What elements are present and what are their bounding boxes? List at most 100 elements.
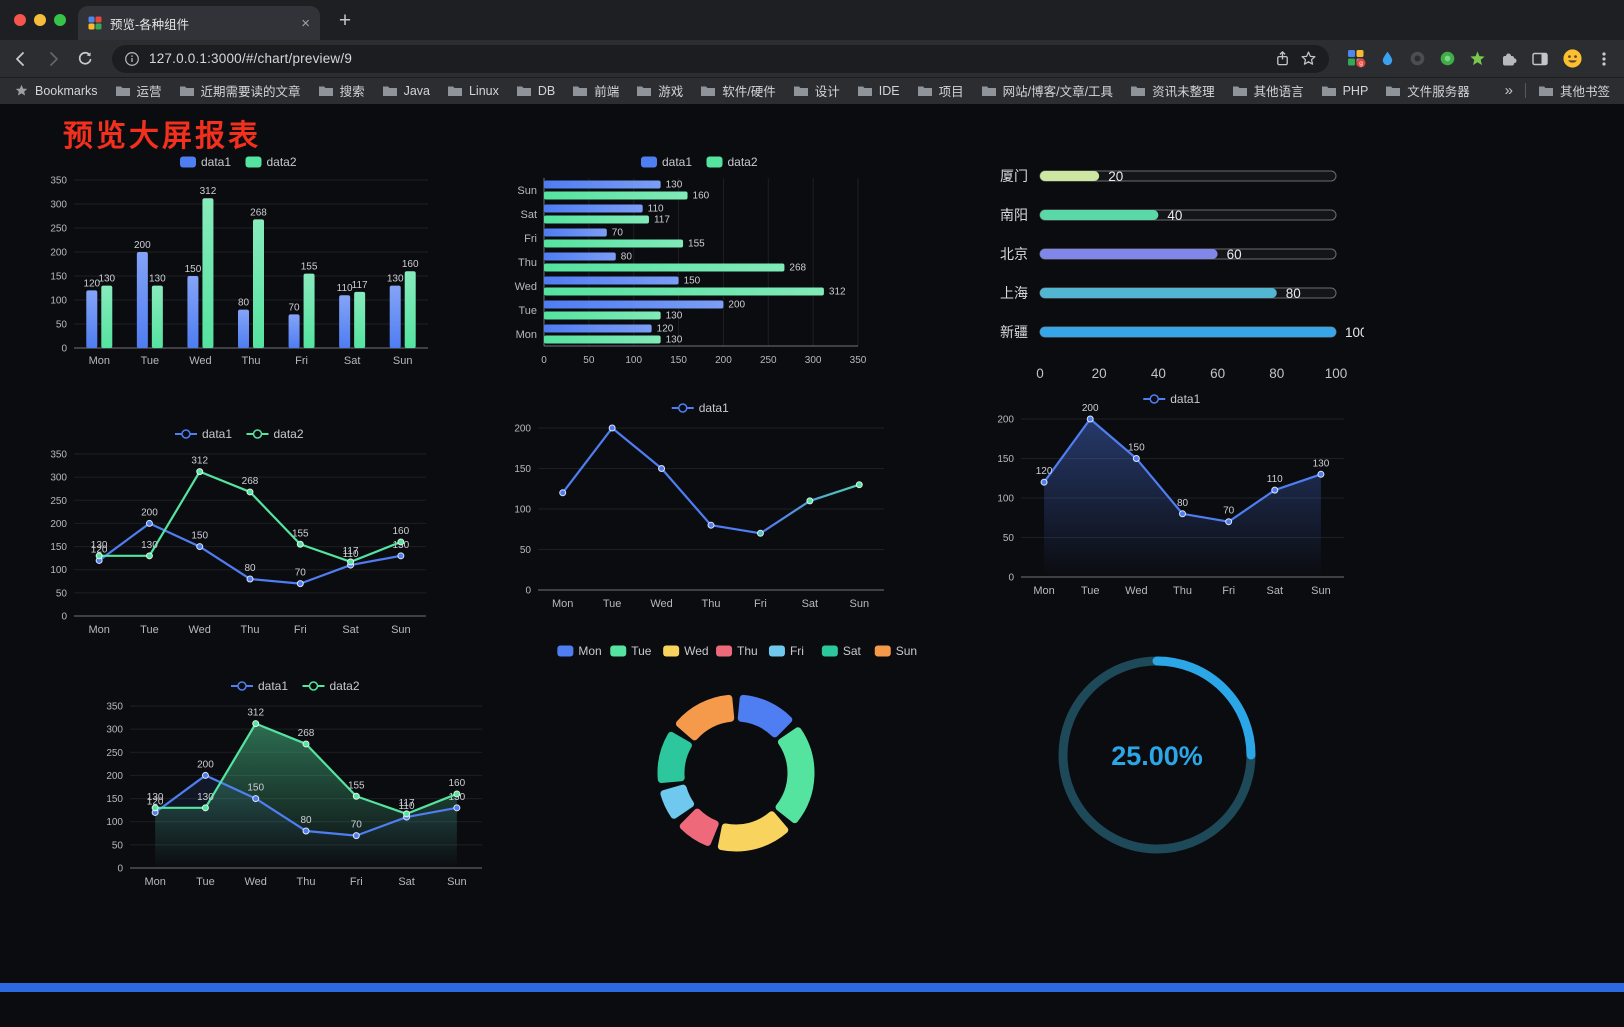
folder-icon (573, 86, 588, 96)
bookmark-folder[interactable]: Java (382, 84, 430, 98)
dark-sphere-extension-icon[interactable] (1409, 50, 1426, 67)
bookmark-star-icon[interactable] (1300, 50, 1317, 67)
svg-text:新疆: 新疆 (1000, 324, 1028, 340)
svg-text:130: 130 (1313, 458, 1330, 469)
svg-text:Tue: Tue (631, 644, 652, 658)
bookmark-folder[interactable]: 资讯未整理 (1130, 81, 1215, 100)
bookmarks-root[interactable]: Bookmarks (14, 83, 98, 98)
chart-line-two-series[interactable]: data1 data2 0 50 100 150 200 250 300 350 Mon Tue Wed… (38, 420, 442, 654)
back-button[interactable] (12, 50, 30, 68)
site-info-icon[interactable] (124, 51, 140, 67)
tab-title: 预览-各种组件 (110, 17, 190, 32)
extensions-area: g (1347, 48, 1612, 69)
svg-text:Fri: Fri (295, 355, 308, 367)
svg-text:50: 50 (56, 588, 68, 599)
green-circle-extension-icon[interactable] (1439, 50, 1456, 67)
minimize-window-button[interactable] (34, 14, 46, 26)
bookmark-folder-label: 前端 (594, 85, 620, 99)
svg-text:Mon: Mon (552, 598, 573, 610)
bookmarks-overflow-chevron[interactable]: » (1504, 82, 1513, 99)
other-bookmarks[interactable]: 其他书签 (1538, 81, 1610, 100)
svg-text:Sat: Sat (520, 209, 537, 221)
bookmark-folder[interactable]: 网站/博客/文章/工具 (981, 81, 1113, 100)
bookmark-folder[interactable]: 前端 (572, 81, 619, 100)
bookmark-folder[interactable]: 软件/硬件 (700, 81, 776, 100)
bookmark-folder[interactable]: 近期需要读的文章 (179, 81, 301, 100)
chart-donut[interactable]: Mon Tue Wed Thu Fri Sat Sun (545, 637, 927, 885)
bookmark-folder[interactable]: 搜索 (318, 81, 365, 100)
bookmark-folder[interactable]: Linux (447, 84, 499, 98)
svg-text:155: 155 (301, 262, 318, 273)
close-window-button[interactable] (14, 14, 26, 26)
address-bar[interactable]: 127.0.0.1:3000/#/chart/preview/9 (112, 44, 1329, 73)
svg-text:Thu: Thu (242, 355, 261, 367)
svg-text:50: 50 (520, 545, 532, 556)
bookmark-folder-label: 软件/硬件 (722, 85, 776, 99)
chart-progress-bars[interactable]: 厦门 20 南阳 40 北京 60 上海 80 新疆 100 0 20 40 60 80 100 (992, 154, 1364, 392)
svg-text:Wed: Wed (515, 281, 537, 293)
folder-icon (516, 86, 531, 96)
bookmarks-folders: 运营 近期需要读的文章 搜索 Java Linux DB 前端 游戏 软件/硬件 设计 IDE 项目 网… (115, 81, 1470, 100)
svg-text:Wed: Wed (189, 355, 211, 367)
colorful-grid-extension-icon[interactable]: g (1347, 49, 1366, 68)
forward-button[interactable] (44, 50, 62, 68)
svg-text:60: 60 (1210, 366, 1225, 381)
reload-button[interactable] (76, 50, 94, 68)
svg-text:120: 120 (91, 544, 108, 555)
svg-text:150: 150 (684, 276, 701, 287)
folder-icon (701, 86, 716, 96)
svg-text:100: 100 (625, 355, 642, 366)
chart-grouped-bar[interactable]: data1 data2 0 50 100 150 200 250 300 350 Mon 120 130… (38, 148, 440, 378)
svg-text:Thu: Thu (518, 257, 537, 269)
svg-text:70: 70 (295, 568, 307, 579)
bookmark-folder[interactable]: IDE (857, 84, 900, 98)
chart-area-two-series[interactable]: data1 data2 0 50 100 150 200 250 300 350 Mon Tue Wed… (94, 672, 498, 906)
menu-kebab-icon[interactable] (1596, 50, 1612, 68)
puzzle-extensions-icon[interactable] (1499, 49, 1518, 68)
svg-text:150: 150 (106, 794, 123, 805)
svg-text:120: 120 (83, 278, 100, 289)
bookmark-folder[interactable]: 设计 (793, 81, 840, 100)
footer-bar (0, 983, 1624, 992)
chart-gauge[interactable]: 25.00% (1040, 647, 1276, 875)
chart-area-single[interactable]: data1 0 50 100 150 200 Mon Tue Wed Thu Fri Sat Sun 12… (985, 385, 1360, 615)
bookmark-folder[interactable]: 其他语言 (1232, 81, 1304, 100)
green-star-extension-icon[interactable] (1469, 50, 1486, 67)
svg-text:312: 312 (247, 708, 264, 719)
bookmark-folder[interactable]: 运营 (115, 81, 162, 100)
svg-text:100: 100 (50, 565, 67, 576)
new-tab-button[interactable]: + (338, 9, 352, 32)
bookmark-folder[interactable]: PHP (1321, 84, 1368, 98)
bookmark-folder[interactable]: DB (516, 84, 555, 98)
url-text: 127.0.0.1:3000/#/chart/preview/9 (149, 51, 353, 66)
bookmark-folder[interactable]: 文件服务器 (1385, 81, 1470, 100)
side-panel-extension-icon[interactable] (1531, 50, 1549, 68)
page-title: 预览大屏报表 (63, 120, 261, 153)
svg-text:80: 80 (238, 298, 250, 309)
tab-close-icon[interactable]: × (301, 14, 310, 32)
fullscreen-window-button[interactable] (54, 14, 66, 26)
svg-text:0: 0 (61, 344, 67, 355)
svg-text:40: 40 (1167, 208, 1182, 223)
svg-text:50: 50 (56, 320, 68, 331)
svg-text:200: 200 (997, 415, 1014, 426)
svg-text:70: 70 (612, 228, 624, 239)
svg-text:25.00%: 25.00% (1111, 741, 1203, 771)
chart-horizontal-bar[interactable]: data1 data2 0 50 100 150 200 250 300 350 Mon 120 130… (502, 148, 898, 380)
profile-avatar[interactable] (1562, 48, 1583, 69)
svg-text:250: 250 (106, 748, 123, 759)
chart-line-single[interactable]: data1 0 50 100 150 200 Mon Tue Wed Thu Fri Sat Sun (502, 394, 900, 628)
folder-icon (179, 86, 194, 96)
svg-text:g: g (1359, 60, 1363, 67)
svg-text:110: 110 (343, 549, 359, 560)
bookmark-folder[interactable]: 游戏 (636, 81, 683, 100)
bookmark-folder[interactable]: 项目 (917, 81, 964, 100)
browser-tab[interactable]: 预览-各种组件 × (78, 6, 320, 40)
drop-extension-icon[interactable] (1379, 50, 1396, 67)
bookmark-folder-label: 资讯未整理 (1152, 85, 1215, 99)
svg-text:150: 150 (514, 464, 531, 475)
share-icon[interactable] (1274, 50, 1291, 67)
svg-text:南阳: 南阳 (1000, 207, 1028, 223)
svg-text:80: 80 (244, 563, 256, 574)
svg-text:160: 160 (693, 191, 710, 202)
